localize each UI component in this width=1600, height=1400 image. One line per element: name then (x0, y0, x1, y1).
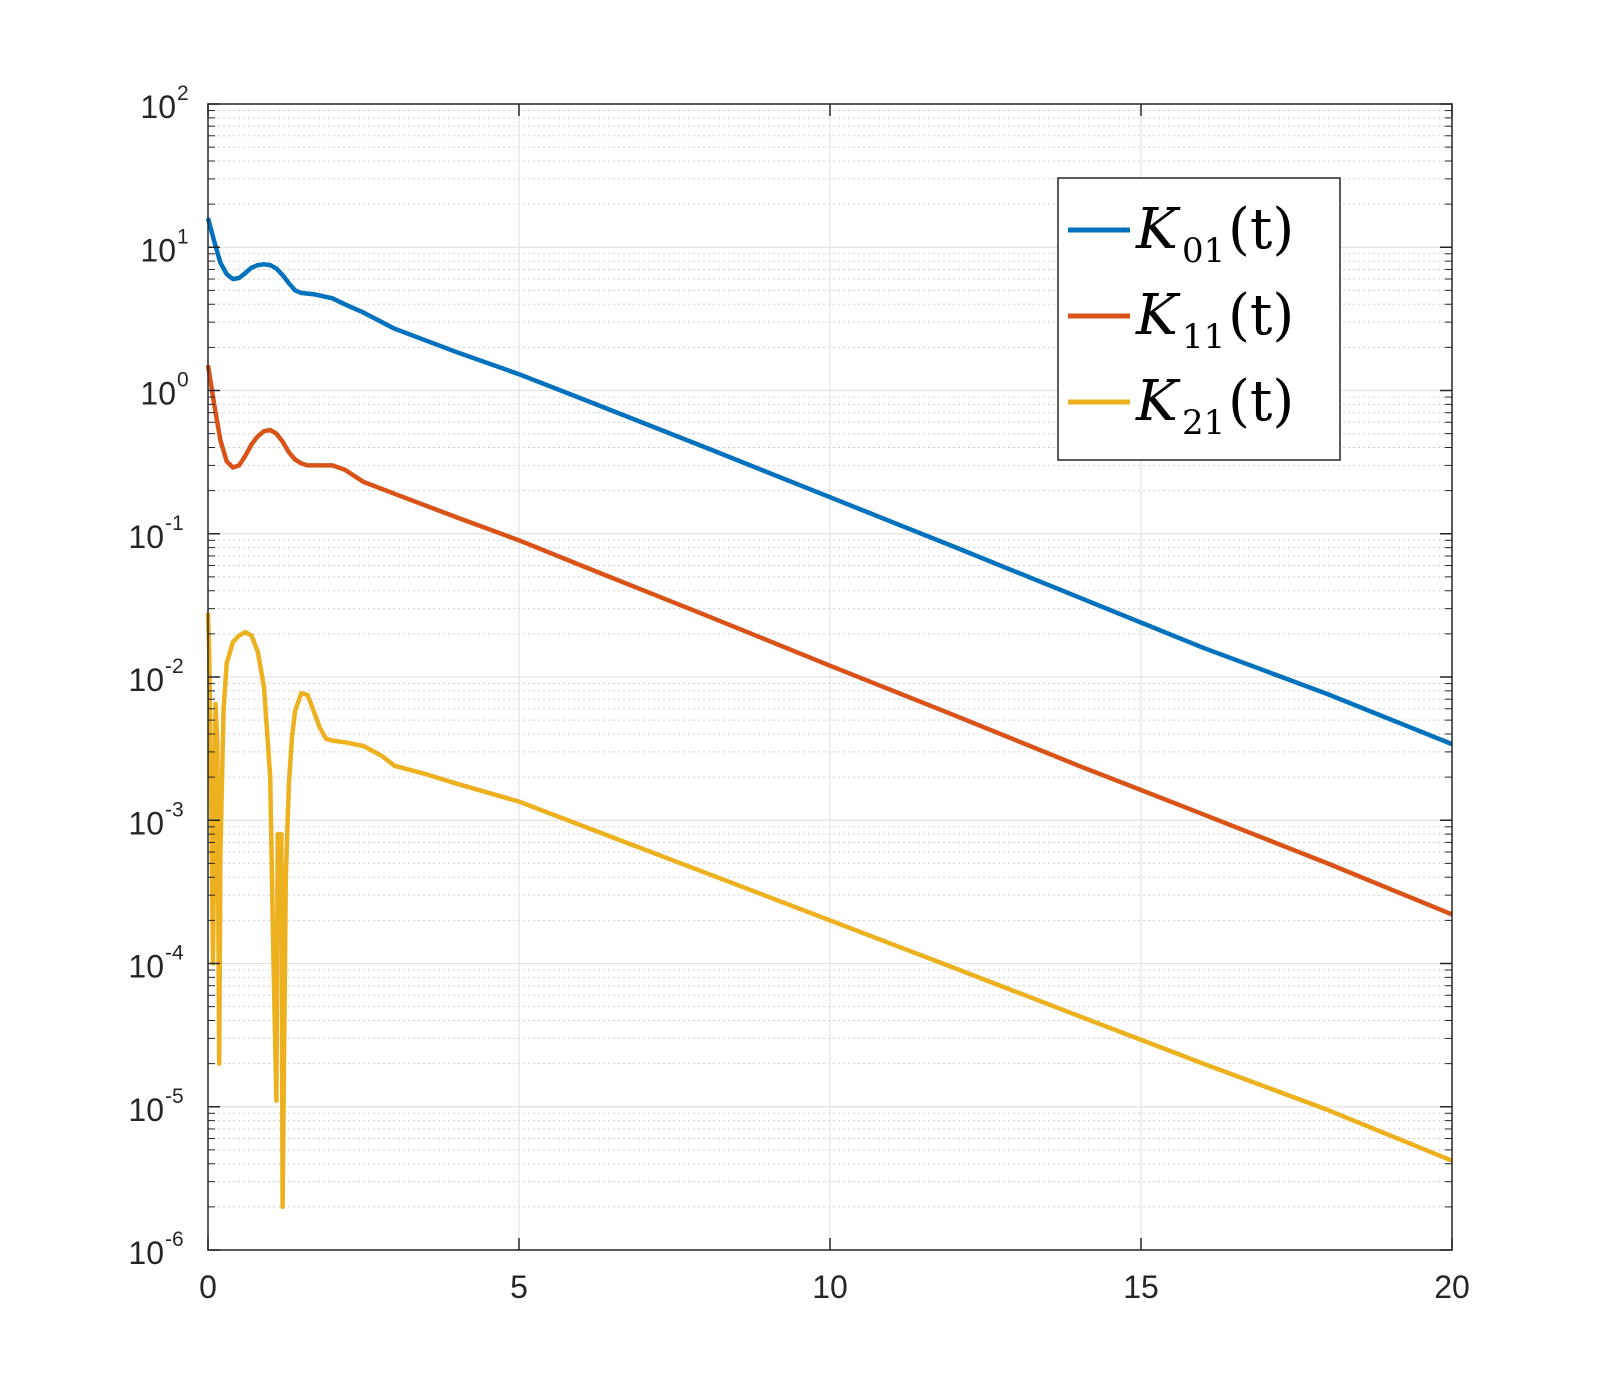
legend-label-main: K (1135, 197, 1181, 262)
y-tick-base: 10 (128, 949, 164, 985)
series-layer (205, 217, 1453, 1210)
x-tick-label: 5 (510, 1269, 528, 1305)
y-tick-label: 10 -1 (128, 512, 183, 555)
y-tick-label: 10 0 (140, 369, 188, 412)
y-tick-exponent: -2 (165, 655, 184, 678)
legend-label-main: K (1135, 369, 1181, 434)
y-tick-base: 10 (128, 519, 164, 555)
legend-entry: K 21 (t) (1068, 369, 1294, 443)
series-line-21 (205, 612, 1453, 1210)
y-tick-base: 10 (128, 1092, 164, 1128)
legend-label-subscript: 01 (1182, 231, 1225, 271)
y-tick-label: 10 -2 (128, 655, 183, 698)
series-line-01 (205, 217, 1453, 747)
x-tick-label: 15 (1123, 1269, 1159, 1305)
y-tick-exponent: -1 (165, 512, 184, 535)
y-tick-label: 10 -3 (128, 798, 183, 841)
y-tick-label: 10 -4 (128, 942, 184, 985)
x-tick-label: 20 (1434, 1269, 1470, 1305)
y-tick-base: 10 (140, 376, 176, 412)
y-tick-base: 10 (128, 1235, 164, 1271)
series-line-11 (205, 364, 1453, 917)
y-tick-exponent: -3 (165, 798, 184, 821)
y-tick-base: 10 (128, 662, 164, 698)
y-tick-label: 10 -5 (128, 1085, 183, 1128)
y-tick-exponent: -5 (165, 1085, 184, 1108)
y-tick-label: 10 2 (140, 82, 188, 125)
y-tick-exponent: 2 (177, 82, 189, 105)
legend-label-subscript: 21 (1182, 403, 1225, 443)
y-tick-base: 10 (128, 805, 164, 841)
legend-entry: K 01 (t) (1068, 197, 1294, 271)
x-tick-label: 10 (812, 1269, 848, 1305)
legend-label-argument: (t) (1228, 369, 1294, 434)
y-tick-exponent: -6 (165, 1228, 184, 1251)
legend: K 01 (t)K 11 (t)K 21 (t) (1057, 177, 1341, 461)
y-tick-base: 10 (140, 89, 176, 125)
y-tick-label: 10 -6 (128, 1228, 183, 1271)
y-tick-exponent: 0 (177, 369, 189, 392)
y-tick-label: 10 1 (140, 225, 188, 268)
legend-label-subscript: 11 (1182, 317, 1225, 357)
axis-ticks (207, 103, 1453, 1251)
x-axis-tick-labels: 0 5 10 15 20 (199, 1269, 1470, 1305)
legend-entry: K 11 (t) (1068, 283, 1294, 357)
legend-label-main: K (1135, 283, 1181, 348)
legend-label-argument: (t) (1228, 283, 1294, 348)
y-tick-exponent: -4 (165, 942, 184, 965)
legend-label-argument: (t) (1228, 197, 1294, 262)
y-tick-exponent: 1 (177, 225, 189, 248)
x-tick-label: 0 (199, 1269, 217, 1305)
y-tick-base: 10 (140, 232, 176, 268)
legend-box (1057, 177, 1341, 461)
